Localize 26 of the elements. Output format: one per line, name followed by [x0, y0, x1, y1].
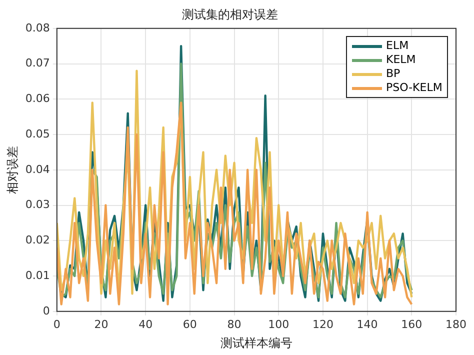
legend-label: BP — [386, 67, 400, 82]
y-tick-label: 0.06 — [25, 92, 50, 106]
x-tick-label: 180 — [446, 318, 466, 331]
x-tick-label: 80 — [227, 318, 242, 331]
y-tick-label: 0.03 — [25, 198, 50, 212]
y-tick-label: 0.07 — [25, 56, 50, 70]
y-tick-label: 0.05 — [25, 127, 50, 140]
x-tick-label: 100 — [268, 318, 290, 331]
x-tick-label: 160 — [401, 318, 422, 331]
y-tick-label: 0.08 — [25, 21, 50, 34]
y-axis-title: 相对误差 — [5, 146, 20, 194]
y-tick-label: 0.02 — [25, 234, 50, 247]
chart-title: 测试集的相对误差 — [182, 7, 278, 22]
y-tick-label: 0.04 — [25, 162, 50, 176]
x-tick-label: 40 — [138, 318, 153, 331]
x-tick-label: 60 — [182, 318, 197, 331]
y-tick-label: 0 — [42, 304, 50, 318]
x-tick-label: 20 — [94, 318, 108, 331]
x-tick-label: 0 — [53, 318, 60, 331]
legend-label: ELM — [386, 39, 409, 54]
x-axis-title: 测试样本编号 — [220, 336, 292, 350]
x-tick-label: 120 — [312, 318, 334, 331]
y-tick-label: 0.01 — [25, 268, 50, 282]
x-tick-label: 140 — [356, 318, 378, 331]
legend-label: PSO-KELM — [386, 81, 442, 96]
legend-label: KELM — [386, 53, 416, 68]
